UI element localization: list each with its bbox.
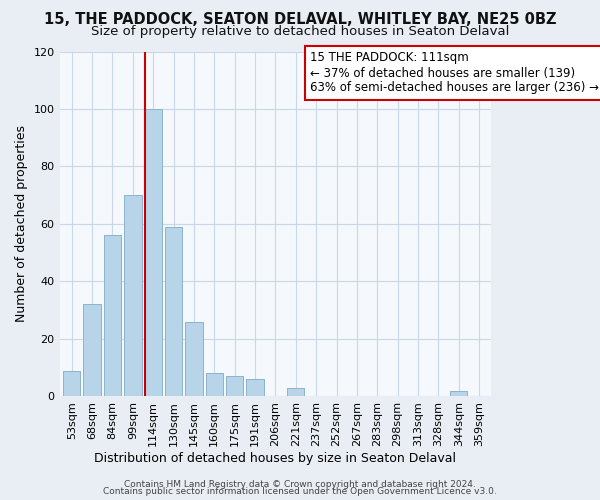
Bar: [165, 227, 182, 396]
Y-axis label: Number of detached properties: Number of detached properties: [15, 126, 28, 322]
Bar: [226, 376, 244, 396]
Bar: [124, 195, 142, 396]
Text: Contains HM Land Registry data © Crown copyright and database right 2024.: Contains HM Land Registry data © Crown c…: [124, 480, 476, 489]
Bar: [247, 379, 264, 396]
Text: Contains public sector information licensed under the Open Government Licence v3: Contains public sector information licen…: [103, 487, 497, 496]
Bar: [63, 370, 80, 396]
X-axis label: Distribution of detached houses by size in Seaton Delaval: Distribution of detached houses by size …: [94, 452, 457, 465]
Bar: [104, 236, 121, 396]
Bar: [185, 322, 203, 396]
Bar: [287, 388, 304, 396]
Text: 15, THE PADDOCK, SEATON DELAVAL, WHITLEY BAY, NE25 0BZ: 15, THE PADDOCK, SEATON DELAVAL, WHITLEY…: [44, 12, 556, 28]
Bar: [145, 109, 162, 397]
Bar: [206, 374, 223, 396]
Text: 15 THE PADDOCK: 111sqm
← 37% of detached houses are smaller (139)
63% of semi-de: 15 THE PADDOCK: 111sqm ← 37% of detached…: [310, 52, 599, 94]
Bar: [450, 390, 467, 396]
Text: Size of property relative to detached houses in Seaton Delaval: Size of property relative to detached ho…: [91, 25, 509, 38]
Bar: [83, 304, 101, 396]
